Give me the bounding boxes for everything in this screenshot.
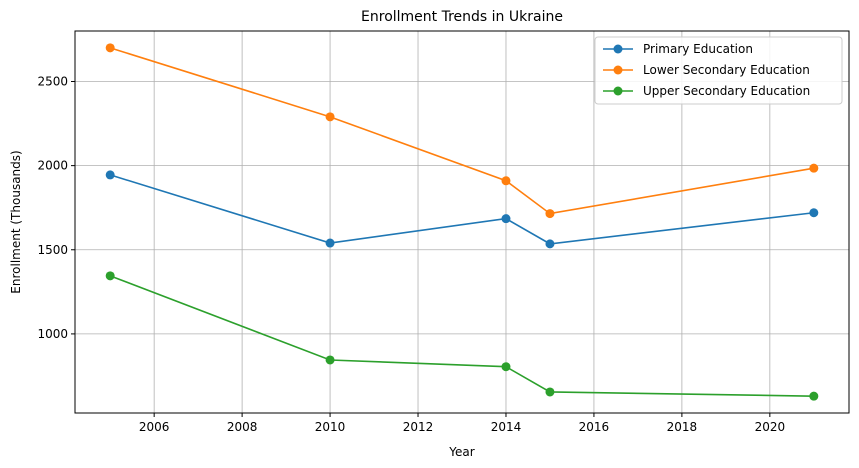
y-tick-label: 1000 <box>37 327 68 341</box>
data-point-lower-secondary-education <box>325 112 335 122</box>
data-point-lower-secondary-education <box>545 209 555 219</box>
x-axis-label: Year <box>448 445 474 459</box>
data-point-lower-secondary-education <box>501 176 511 186</box>
legend-label-primary-education: Primary Education <box>643 42 753 56</box>
y-axis-label: Enrollment (Thousands) <box>9 150 23 293</box>
plot-frame <box>74 30 850 414</box>
x-tick-label: 2020 <box>755 420 786 434</box>
x-tick-label: 2006 <box>139 420 170 434</box>
x-tick-label: 2016 <box>579 420 610 434</box>
data-point-primary-education <box>325 238 335 248</box>
data-point-lower-secondary-education <box>105 43 115 53</box>
series-line-upper-secondary-education <box>109 275 814 397</box>
data-point-primary-education <box>501 214 511 224</box>
legend-label-upper-secondary-education: Upper Secondary Education <box>643 84 810 98</box>
legend-marker-primary-education <box>613 44 623 54</box>
data-point-primary-education <box>545 239 555 249</box>
x-tick-label: 2014 <box>491 420 522 434</box>
data-point-primary-education <box>809 208 819 218</box>
x-tick-label: 2018 <box>667 420 698 434</box>
y-tick-label: 2500 <box>37 74 68 88</box>
legend: Primary Education Lower Secondary Educati… <box>594 36 843 105</box>
y-tick-label: 2000 <box>37 159 68 173</box>
data-point-primary-education <box>105 170 115 180</box>
data-point-upper-secondary-education <box>501 362 511 372</box>
data-point-upper-secondary-education <box>545 387 555 397</box>
data-point-lower-secondary-education <box>809 163 819 173</box>
data-point-upper-secondary-education <box>325 355 335 365</box>
y-tick-label: 1500 <box>37 243 68 257</box>
series-layer <box>105 43 819 401</box>
legend-box <box>594 36 843 105</box>
x-tick-label: 2012 <box>403 420 434 434</box>
x-tick-label: 2010 <box>315 420 346 434</box>
chart-title: Enrollment Trends in Ukraine <box>361 9 563 25</box>
data-point-upper-secondary-education <box>809 391 819 401</box>
legend-marker-upper-secondary-education <box>613 86 623 96</box>
legend-label-lower-secondary-education: Lower Secondary Education <box>643 63 810 77</box>
data-point-upper-secondary-education <box>105 271 115 281</box>
x-tick-label: 2008 <box>227 420 258 434</box>
series-line-primary-education <box>109 174 814 245</box>
legend-marker-lower-secondary-education <box>613 65 623 75</box>
ticks: 2006 2008 2010 2012 2014 2016 2018 2020 1000 1500… <box>37 74 785 434</box>
